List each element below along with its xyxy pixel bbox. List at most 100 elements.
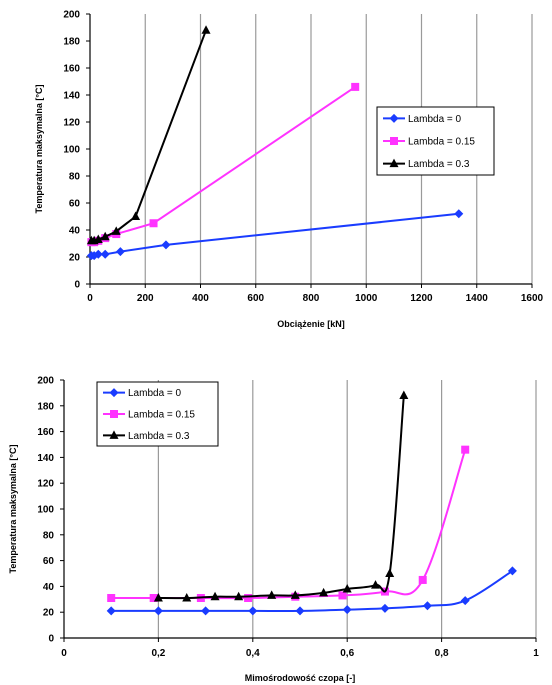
data-point bbox=[107, 594, 116, 603]
y-tick-label: 60 bbox=[69, 199, 81, 210]
y-tick-label: 140 bbox=[63, 91, 80, 102]
x-tick-label: 0 bbox=[61, 648, 67, 659]
legend-entry: Lambda = 0.15 bbox=[103, 410, 195, 421]
data-point bbox=[460, 596, 470, 606]
data-point bbox=[210, 591, 220, 601]
legend-swatch-marker bbox=[109, 388, 119, 398]
x-tick-label: 0,8 bbox=[435, 648, 449, 659]
y-tick-label: 80 bbox=[43, 530, 55, 541]
x-tick-label: 0 bbox=[87, 293, 93, 304]
legend-label: Lambda = 0.15 bbox=[408, 137, 475, 148]
y-tick-label: 160 bbox=[37, 427, 54, 438]
data-point bbox=[111, 226, 121, 235]
y-tick-label: 60 bbox=[43, 556, 55, 567]
data-point bbox=[295, 606, 305, 616]
y-tick-label: 20 bbox=[43, 608, 55, 619]
x-tick-label: 400 bbox=[192, 293, 209, 304]
data-point bbox=[267, 590, 277, 599]
legend: Lambda = 0 Lambda = 0.15 Lambda = 0.3 bbox=[376, 106, 495, 176]
y-tick-label: 40 bbox=[43, 582, 55, 593]
y-tick-label: 100 bbox=[37, 505, 54, 516]
data-point bbox=[454, 209, 464, 219]
series-1 bbox=[106, 566, 517, 616]
data-point bbox=[93, 234, 103, 243]
data-point bbox=[342, 583, 352, 593]
data-point bbox=[182, 593, 192, 602]
data-point bbox=[342, 605, 352, 615]
legend-label: Lambda = 0.3 bbox=[408, 159, 470, 170]
legend-entry: Lambda = 0.15 bbox=[383, 137, 475, 148]
data-point bbox=[100, 249, 110, 259]
data-point bbox=[507, 566, 517, 576]
legend-swatch-marker bbox=[390, 137, 398, 145]
y-tick-label: 140 bbox=[37, 453, 54, 464]
legend-entry: Lambda = 0 bbox=[383, 113, 462, 125]
legend-entry: Lambda = 0.3 bbox=[383, 158, 470, 170]
y-tick-label: 120 bbox=[37, 479, 54, 490]
y-tick-label: 80 bbox=[69, 172, 81, 183]
data-point bbox=[131, 211, 141, 220]
y-tick-label: 40 bbox=[69, 226, 81, 237]
data-point bbox=[248, 606, 258, 616]
data-point bbox=[380, 603, 390, 613]
y-axis-label: Temperatura maksymalna [°C] bbox=[8, 445, 18, 574]
legend-entry: Lambda = 0.3 bbox=[103, 430, 190, 442]
data-point bbox=[385, 568, 395, 577]
data-point bbox=[115, 247, 125, 257]
y-tick-label: 180 bbox=[37, 401, 54, 412]
x-tick-label: 600 bbox=[247, 293, 264, 304]
legend-swatch-marker bbox=[110, 410, 118, 418]
data-point bbox=[153, 606, 163, 616]
data-point bbox=[338, 591, 347, 600]
legend-label: Lambda = 0 bbox=[408, 114, 462, 125]
legend-swatch-marker bbox=[389, 158, 399, 168]
data-point bbox=[422, 601, 432, 611]
data-point bbox=[234, 591, 244, 601]
y-tick-label: 200 bbox=[37, 376, 54, 387]
legend-entry: Lambda = 0 bbox=[103, 388, 182, 399]
x-axis-label: Obciążenie [kN] bbox=[277, 319, 345, 329]
data-point bbox=[319, 587, 329, 597]
x-tick-label: 0,2 bbox=[151, 648, 165, 659]
data-point bbox=[290, 590, 300, 599]
data-point bbox=[244, 594, 253, 603]
x-tick-label: 0,6 bbox=[340, 648, 354, 659]
series-1 bbox=[86, 209, 464, 261]
data-point bbox=[351, 82, 360, 91]
x-tick-label: 1 bbox=[533, 648, 539, 659]
data-point bbox=[100, 231, 110, 241]
data-point bbox=[149, 219, 158, 228]
series-line bbox=[111, 570, 513, 613]
x-tick-label: 200 bbox=[137, 293, 154, 304]
data-point bbox=[106, 606, 116, 616]
data-point bbox=[201, 606, 211, 616]
legend-label: Lambda = 0.3 bbox=[128, 431, 190, 442]
data-point bbox=[461, 445, 470, 454]
series-line bbox=[158, 395, 405, 600]
y-tick-label: 20 bbox=[69, 253, 81, 264]
x-tick-label: 1600 bbox=[521, 293, 544, 304]
y-tick-label: 180 bbox=[63, 37, 80, 48]
x-tick-label: 1200 bbox=[410, 293, 433, 304]
x-axis-label: Mimośrodowość czopa [-] bbox=[245, 673, 356, 683]
x-tick-label: 1400 bbox=[466, 293, 489, 304]
x-tick-label: 1000 bbox=[355, 293, 378, 304]
data-point bbox=[371, 580, 381, 589]
chart-2: 0 20 40 60 80 100 120 140 160 180 200 0 0,2 0,4 0,6 0,8… bbox=[8, 376, 539, 684]
data-point bbox=[149, 594, 158, 603]
legend-swatch-marker bbox=[109, 430, 119, 439]
y-tick-label: 120 bbox=[63, 118, 80, 129]
series-3 bbox=[86, 25, 211, 245]
series-3 bbox=[153, 390, 409, 602]
y-axis-label: Temperatura maksymalna [°C] bbox=[34, 85, 44, 214]
y-tick-label: 200 bbox=[63, 10, 80, 21]
data-point bbox=[161, 240, 171, 250]
data-point bbox=[399, 390, 409, 399]
legend-swatch-marker bbox=[389, 113, 399, 123]
legend-label: Lambda = 0.15 bbox=[128, 410, 195, 421]
data-point bbox=[201, 25, 211, 34]
x-tick-label: 0,4 bbox=[246, 648, 260, 659]
y-tick-label: 0 bbox=[48, 634, 54, 645]
legend-label: Lambda = 0 bbox=[128, 388, 182, 399]
